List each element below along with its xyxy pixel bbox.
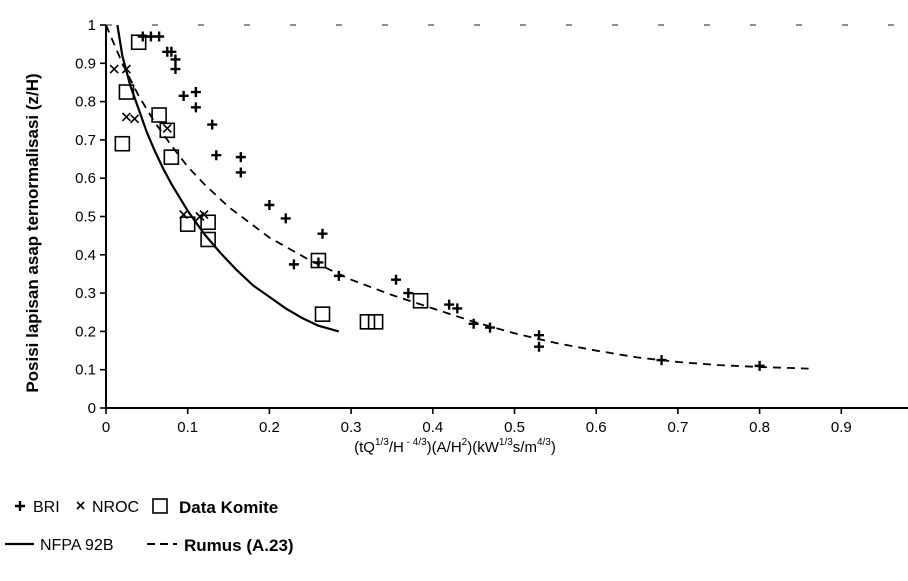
point-bri: [264, 200, 275, 211]
point-bri: [484, 322, 495, 333]
point-data-komite: [130, 34, 147, 51]
x-tick-label: 0.1: [177, 419, 198, 436]
legend-cross-marker: [76, 501, 85, 510]
point-bri: [170, 64, 181, 75]
x-tick-label: 0.4: [422, 419, 443, 436]
point-bri: [170, 54, 181, 65]
y-tick-label: 0.2: [75, 323, 96, 340]
x-tick-label: 0.5: [504, 419, 525, 436]
point-bri: [403, 288, 414, 299]
x-tick-label: 0.7: [667, 419, 688, 436]
x-tick-label: 0.8: [749, 419, 770, 436]
point-nroc: [121, 64, 131, 74]
point-bri: [166, 46, 177, 57]
point-bri: [534, 341, 545, 352]
legend: BRI NROC Data Komite NFPA 92B Rumus (A.2…: [5, 498, 294, 555]
point-data-komite: [314, 306, 331, 322]
series-bri: [137, 31, 765, 371]
point-bri: [190, 102, 201, 113]
point-bri: [211, 150, 222, 161]
point-bri: [235, 152, 246, 163]
x-tick-label: 0.2: [259, 419, 280, 436]
x-tick-label: 0.9: [831, 419, 852, 436]
point-nroc: [130, 114, 140, 124]
legend-item-rumus: Rumus (A.23): [147, 536, 294, 555]
point-bri: [178, 90, 189, 101]
y-tick-label: 0.5: [75, 209, 96, 226]
point-bri: [333, 270, 344, 281]
legend-plus-marker: [15, 501, 25, 511]
point-data-komite: [151, 107, 167, 123]
point-data-komite: [310, 252, 327, 269]
point-bri: [444, 299, 455, 310]
point-bri: [754, 360, 765, 371]
y-tick-label: 0.9: [75, 55, 96, 72]
point-data-komite: [359, 314, 376, 330]
x-axis-label: (tQ1/3/H - 4/3)(A/H2)(kW1/3s/m4/3): [354, 437, 556, 456]
point-bri: [235, 167, 246, 178]
legend-label-data-komite: Data Komite: [179, 498, 278, 517]
x-tick-label: 0: [102, 419, 110, 436]
point-bri: [288, 259, 299, 270]
point-bri: [280, 213, 291, 224]
point-data-komite: [200, 214, 216, 231]
legend-item-data-komite: Data Komite: [152, 498, 278, 517]
point-data-komite: [118, 84, 135, 100]
point-bri: [656, 355, 667, 366]
point-bri: [468, 318, 479, 329]
legend-item-bri: BRI: [15, 499, 60, 516]
x-tick-label: 0.6: [586, 419, 607, 436]
y-tick-label: 0: [88, 400, 96, 417]
point-data-komite: [179, 216, 196, 232]
point-data-komite: [163, 149, 180, 165]
point-nroc: [121, 112, 131, 122]
point-bri: [317, 228, 328, 239]
point-data-komite: [200, 231, 216, 248]
curve-rumus-a-23: [105, 24, 809, 370]
point-data-komite: [412, 292, 429, 309]
series-data-komite: [114, 34, 429, 330]
point-bri: [190, 87, 201, 98]
point-data-komite: [114, 135, 131, 152]
point-bri: [154, 31, 165, 42]
y-tick-label: 1: [88, 17, 96, 34]
curve-nfpa-92b: [116, 24, 340, 333]
y-tick-label: 0.4: [75, 247, 96, 264]
legend-label-nfpa: NFPA 92B: [40, 537, 114, 554]
legend-item-nfpa: NFPA 92B: [5, 537, 114, 554]
point-bri: [534, 330, 545, 341]
point-bri: [207, 119, 218, 130]
point-data-komite: [159, 122, 176, 139]
legend-square-marker: [152, 498, 168, 514]
x-tick-label: 0.3: [341, 419, 362, 436]
y-axis-label: Posisi lapisan asap ternormalisasi (z/H): [23, 73, 42, 392]
legend-label-rumus: Rumus (A.23): [184, 536, 294, 555]
point-nroc: [109, 64, 119, 74]
y-tick-label: 0.8: [75, 94, 96, 111]
point-bri: [391, 274, 402, 285]
y-tick-label: 0.3: [75, 285, 96, 302]
y-tick-label: 0.1: [75, 362, 96, 379]
axes: [105, 25, 908, 409]
legend-label-bri: BRI: [33, 499, 60, 516]
point-bri: [313, 257, 324, 268]
legend-label-nroc: NROC: [92, 499, 139, 516]
data-markers: [109, 31, 765, 371]
curves: [105, 24, 809, 370]
point-data-komite: [367, 314, 384, 330]
point-bri: [452, 303, 463, 314]
tick-labels: 0 0.1 0.2 0.3 0.4 0.5 0.6 0.7 0.8 0.9 1 0 0.1 0.2 0.3 0…: [75, 17, 852, 436]
point-nroc: [162, 123, 172, 133]
y-tick-label: 0.7: [75, 132, 96, 149]
series-nroc: [109, 64, 209, 222]
legend-item-nroc: NROC: [76, 499, 139, 516]
y-tick-label: 0.6: [75, 170, 96, 187]
